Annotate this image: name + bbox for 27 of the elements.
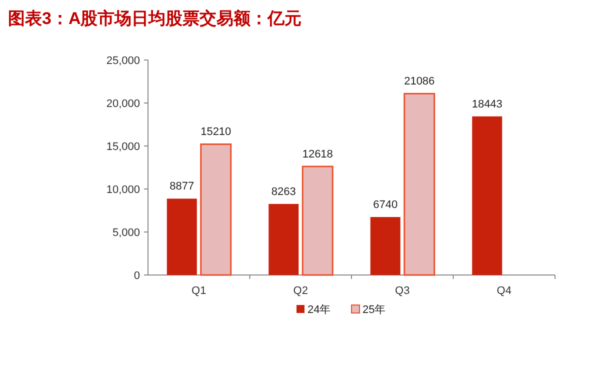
legend-label: 24年 [308,304,331,316]
y-tick-label: 5,000 [112,227,140,239]
bar [200,143,232,276]
data-label: 18443 [472,98,502,110]
y-tick-label: 20,000 [106,98,140,110]
bar [166,198,197,275]
x-tick-label: Q1 [192,285,206,297]
bar [302,166,334,276]
y-tick-label: 10,000 [106,184,140,196]
y-tick-label: 25,000 [106,55,140,67]
x-tick-label: Q3 [395,285,410,297]
chart-title: 图表3：A股市场日均股票交易额：亿元 [8,9,302,28]
data-label: 8877 [170,180,194,193]
data-label: 6740 [373,199,398,212]
bar [404,92,436,276]
data-label: 12618 [302,148,333,160]
bar [268,204,299,275]
bar [370,217,400,275]
x-tick-label: Q2 [293,285,308,297]
data-label: 8263 [271,186,296,198]
y-tick-label: 15,000 [106,141,140,153]
data-label: 21086 [404,76,435,88]
bar [472,116,502,275]
data-label: 15210 [200,126,232,138]
y-tick-label: 0 [134,270,140,282]
x-tick-label: Q4 [496,285,512,297]
legend-label: 25年 [362,304,386,316]
